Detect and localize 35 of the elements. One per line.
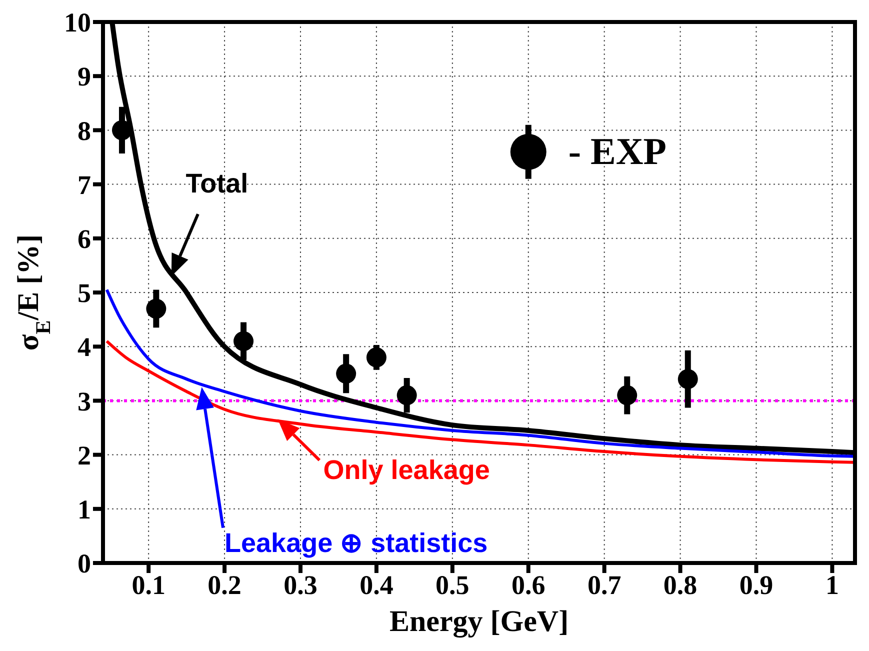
y-tick-label: 1 — [78, 494, 91, 524]
point — [366, 347, 386, 368]
legend-label: - EXP — [568, 130, 667, 173]
text: Leakage ⊕ statistics — [224, 528, 488, 558]
x-tick-label: 0.6 — [512, 570, 546, 600]
x-tick-label: 0.3 — [284, 570, 318, 600]
x-tick-label: 0.4 — [360, 570, 394, 600]
point — [617, 385, 638, 406]
x-tick-label: 1 — [825, 570, 839, 600]
y-tick-label: 3 — [78, 386, 91, 416]
y-tick-label: 8 — [78, 116, 91, 146]
point — [336, 364, 356, 384]
series-label: Total — [186, 168, 248, 198]
point — [396, 385, 417, 406]
x-tick-label: 0.1 — [132, 570, 166, 600]
x-tick-label: 0.2 — [208, 570, 242, 600]
y-tick-label: 9 — [78, 62, 91, 92]
point — [678, 369, 698, 390]
y-tick-label: 5 — [78, 278, 91, 308]
line-series — [105, 288, 855, 458]
point — [112, 120, 132, 140]
x-tick-label: 0.9 — [739, 570, 774, 600]
series-label: Only leakage — [323, 455, 490, 486]
x-tick-label: 0.7 — [587, 570, 622, 600]
x-tick-label: 0.5 — [436, 570, 470, 600]
y-tick-label: 0 — [78, 548, 91, 579]
y-tick-label: 2 — [78, 440, 91, 470]
y-tick-label: 10 — [64, 8, 91, 38]
y-tick-label: 6 — [78, 224, 91, 254]
x-tick-label: 0.8 — [663, 570, 698, 600]
point — [234, 331, 254, 352]
point — [146, 298, 166, 319]
x-axis-title: Energy [GeV] — [389, 605, 569, 638]
y-tick-label: 7 — [78, 170, 91, 200]
y-tick-label: 4 — [78, 332, 91, 362]
